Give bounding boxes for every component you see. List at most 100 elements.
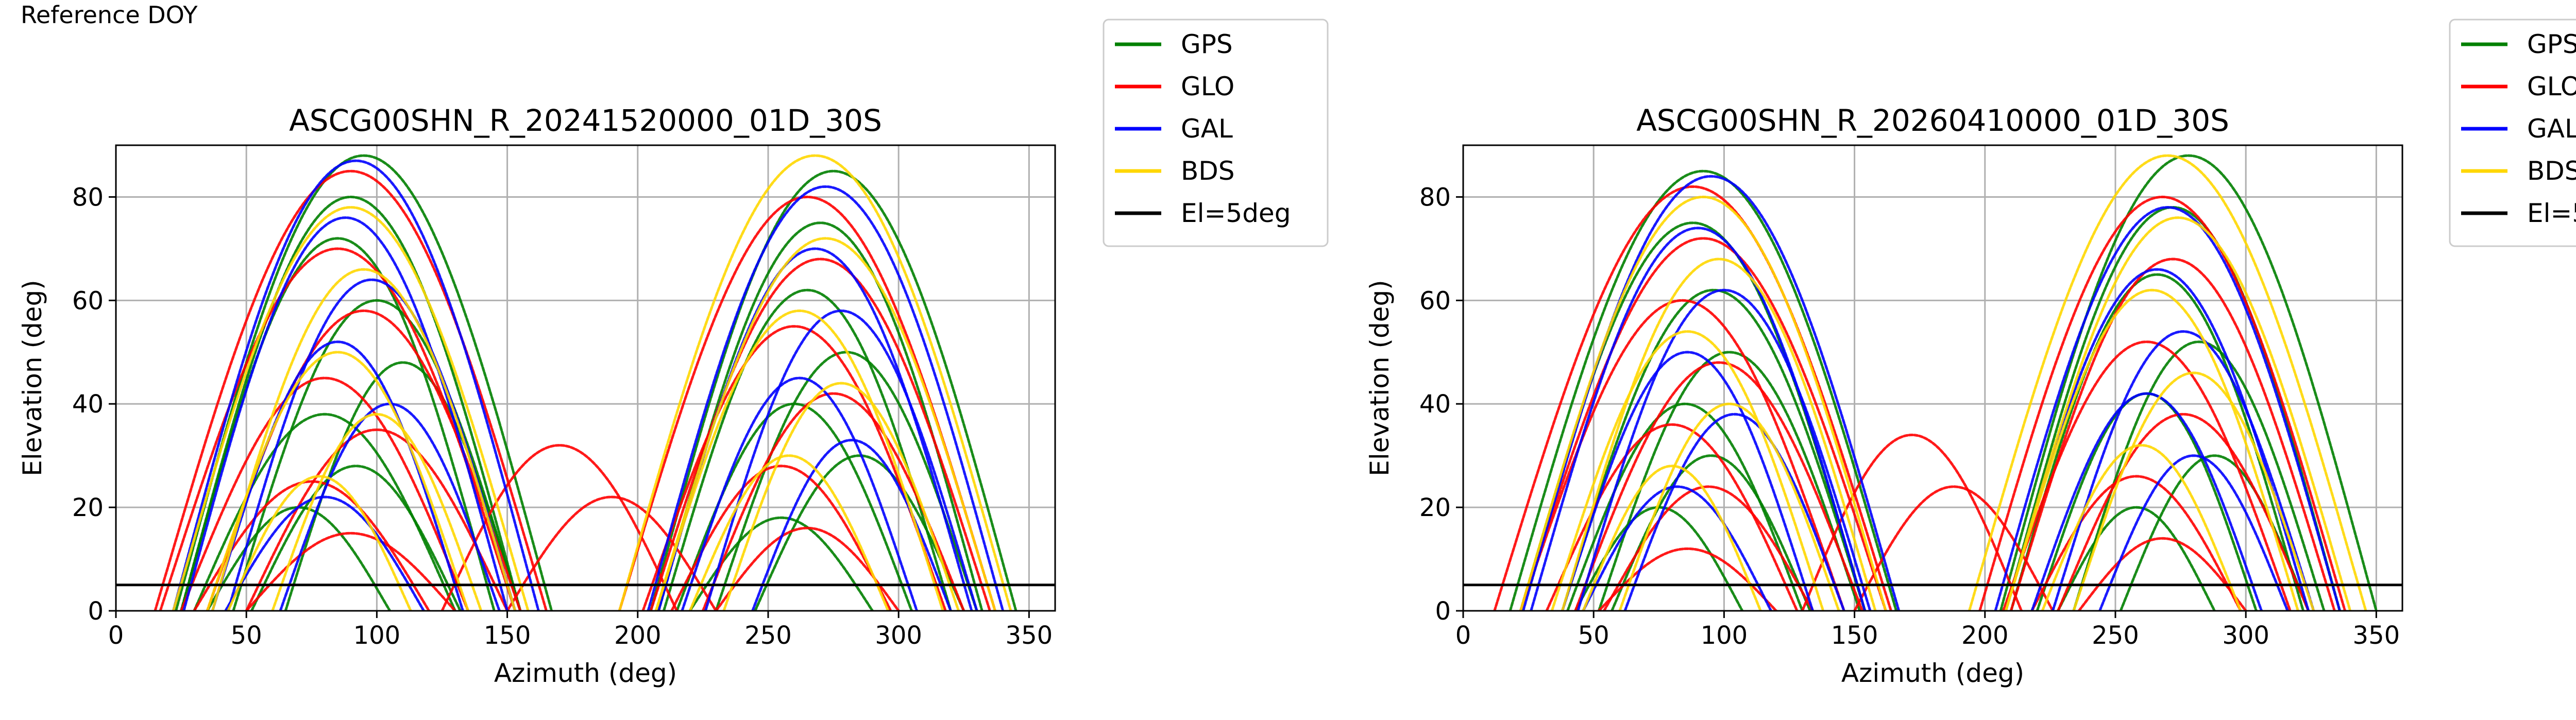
track-glo	[670, 465, 892, 611]
track-glo	[154, 169, 548, 611]
x-tick-label: 100	[353, 621, 401, 650]
track-gal	[1522, 175, 1901, 611]
y-tick-label: 0	[88, 597, 104, 626]
chart-left: 0 50 100 150 200 250 300 350 0 20 40 60 80 ASCG00SHN_…	[18, 19, 1329, 688]
track-bds	[211, 268, 517, 611]
legend-label: BDS	[1181, 156, 1235, 186]
track-gal	[751, 438, 952, 611]
y-tick-label: 60	[72, 286, 104, 315]
legend-label: BDS	[2527, 156, 2576, 186]
track-gps	[232, 299, 522, 611]
y-tick-label: 40	[1419, 390, 1451, 419]
track-glo	[2009, 258, 2336, 611]
track-gal	[2098, 454, 2289, 611]
track-glo	[1597, 547, 1778, 611]
track-bds	[271, 413, 483, 611]
y-axis-label: Elevation (deg)	[18, 280, 47, 476]
track-gal	[2051, 330, 2315, 611]
legend-label: GPS	[2527, 29, 2576, 59]
track-bds	[2004, 216, 2352, 611]
x-tick-label: 50	[1578, 621, 1609, 650]
y-tick-label: 60	[1419, 286, 1451, 315]
x-axis-label: Azimuth (deg)	[494, 658, 677, 688]
track-glo	[2002, 340, 2292, 611]
x-tick-label: 200	[614, 621, 662, 650]
track-gps	[649, 169, 1018, 611]
track-gps	[662, 288, 952, 611]
x-tick-label: 150	[1831, 621, 1878, 650]
track-glo	[641, 325, 947, 611]
track-gal	[1577, 288, 1872, 611]
x-tick-label: 150	[484, 621, 531, 650]
track-gal	[681, 376, 919, 611]
legend-label: GPS	[1181, 29, 1233, 59]
y-tick-label: 20	[1419, 493, 1451, 522]
track-glo	[180, 376, 470, 611]
y-tick-label: 0	[1435, 597, 1451, 626]
legend-label: GAL	[1181, 114, 1233, 144]
track-gal	[1530, 227, 1867, 611]
y-tick-label: 20	[72, 493, 104, 522]
track-glo	[1493, 185, 1892, 611]
track-glo	[1519, 237, 1887, 611]
track-gal	[1582, 485, 1772, 611]
chart-title: ASCG00SHN_R_20241520000_01D_30S	[289, 103, 882, 138]
legend-box	[1103, 19, 1329, 247]
track-bds	[1582, 465, 1762, 611]
track-gal	[2004, 268, 2310, 611]
legend-label: El=5deg	[2527, 198, 2576, 228]
track-gal	[1623, 413, 1845, 611]
track-bds	[172, 205, 530, 611]
track-glo	[1978, 195, 2347, 611]
track-bds	[1618, 402, 1840, 611]
track-bds	[1519, 195, 1887, 611]
y-tick-label: 80	[72, 183, 104, 212]
track-glo	[2030, 475, 2242, 611]
track-glo	[1574, 361, 1864, 611]
track-glo	[1602, 485, 1815, 611]
chart-title: ASCG00SHN_R_20260410000_01D_30S	[1636, 103, 2229, 138]
track-gal	[224, 495, 425, 611]
track-glo	[245, 532, 456, 611]
track-gps	[175, 154, 553, 611]
track-bds	[1561, 258, 1877, 611]
track-bds	[654, 237, 996, 611]
plot-frame	[115, 144, 1056, 612]
x-tick-label: 200	[1961, 621, 2009, 650]
x-tick-label: 0	[108, 621, 124, 650]
legend-label: GLO	[2527, 72, 2576, 101]
track-gal	[647, 185, 1005, 611]
track-gal	[2030, 392, 2263, 611]
track-glo	[2077, 537, 2247, 611]
legend-box	[2449, 19, 2576, 247]
track-bds	[2072, 371, 2315, 611]
legend-label: El=5deg	[1181, 198, 1291, 228]
legend: GPS GLO GAL BDS El=5deg	[2449, 19, 2576, 247]
track-bds	[2004, 288, 2299, 611]
x-tick-label: 300	[875, 621, 922, 650]
chart-right: 0 50 100 150 200 250 300 350 0 20 40 60 80 ASCG00SHN_…	[1365, 19, 2576, 688]
track-bds	[206, 351, 470, 611]
track-gps	[193, 413, 456, 611]
track-bds	[654, 309, 944, 611]
track-gal	[1561, 351, 1815, 611]
track-bds	[2041, 444, 2242, 611]
track-bds	[688, 454, 890, 611]
track-gps	[180, 195, 522, 611]
track-glo	[506, 495, 718, 611]
legend: GPS GLO GAL BDS El=5deg	[1103, 19, 1329, 247]
track-glo	[715, 526, 900, 611]
track-glo	[701, 392, 965, 611]
track-glo	[245, 428, 509, 611]
x-tick-label: 300	[2222, 621, 2269, 650]
legend-label: GLO	[1181, 72, 1234, 101]
x-tick-label: 250	[2092, 621, 2139, 650]
x-tick-label: 100	[1701, 621, 1748, 650]
track-gps	[2057, 506, 2216, 611]
track-gal	[1994, 205, 2341, 611]
x-tick-label: 350	[2353, 621, 2400, 650]
track-gps	[2072, 340, 2326, 611]
y-tick-label: 40	[72, 390, 104, 419]
legend-label: GAL	[2527, 114, 2576, 144]
track-gps	[688, 516, 874, 611]
